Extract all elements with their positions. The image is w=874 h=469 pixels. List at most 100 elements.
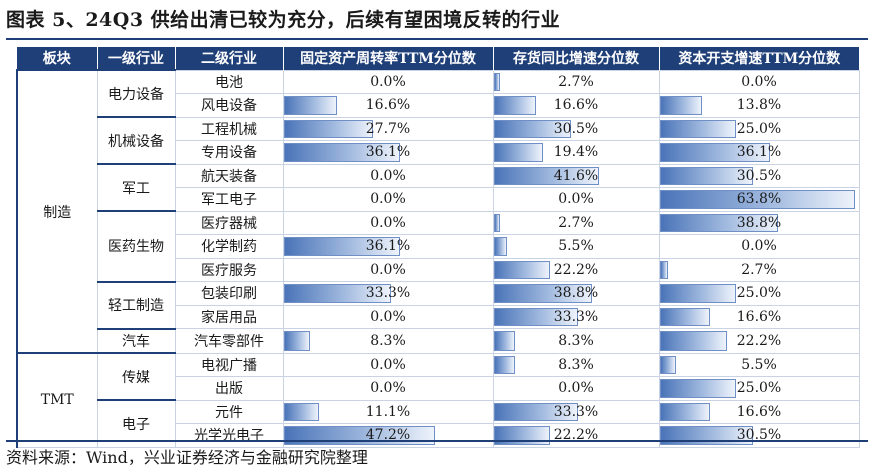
capex-growth-cell: 5.5% xyxy=(658,352,860,377)
asset-turnover-value: 0.0% xyxy=(370,380,406,397)
capex-growth-bar xyxy=(660,379,737,398)
industry-l2-cell: 医疗服务 xyxy=(174,257,284,282)
asset-turnover-cell: 11.1% xyxy=(282,399,494,424)
asset-turnover-bar xyxy=(284,96,337,115)
inventory-growth-bar xyxy=(494,307,579,326)
asset-turnover-value: 8.3% xyxy=(370,332,406,349)
capex-growth-bar xyxy=(660,307,711,326)
asset-turnover-cell: 0.0% xyxy=(282,163,494,188)
asset-turnover-value: 0.0% xyxy=(370,261,406,278)
capex-growth-value: 63.8% xyxy=(736,191,782,208)
inventory-growth-cell: 0.0% xyxy=(492,376,660,401)
table-row: 医疗服务 0.0% 22.2% 2.7% xyxy=(17,257,860,282)
capex-growth-bar xyxy=(660,166,753,185)
asset-turnover-value: 16.6% xyxy=(365,97,411,114)
capex-growth-bar xyxy=(660,260,668,279)
asset-turnover-cell: 8.3% xyxy=(282,328,494,354)
industry-l2-cell: 电池 xyxy=(174,69,284,94)
industry-l2-cell: 光学光电子 xyxy=(174,423,284,448)
inventory-growth-bar xyxy=(494,143,543,162)
capex-growth-value: 16.6% xyxy=(736,403,782,420)
inventory-growth-value: 16.6% xyxy=(553,97,599,114)
col-header-capex-growth: 资本开支增速TTM分位数 xyxy=(658,47,859,70)
data-table: 板块 一级行业 二级行业 固定资产周转率TTM分位数 存货同比增速分位数 资本开… xyxy=(16,47,860,448)
asset-turnover-bar xyxy=(284,331,311,351)
asset-turnover-value: 0.0% xyxy=(370,73,406,90)
asset-turnover-value: 36.1% xyxy=(365,144,411,161)
asset-turnover-cell: 0.0% xyxy=(282,210,494,235)
asset-turnover-bar xyxy=(284,284,391,303)
table-row: TMT 传媒 电视广播 0.0% 8.3% 5.5% xyxy=(16,352,860,448)
industry-l2-cell: 化学制药 xyxy=(174,234,284,259)
capex-growth-cell: 38.8% xyxy=(658,210,860,235)
industry-l2-cell: 包装印刷 xyxy=(174,281,284,306)
capex-growth-cell: 25.0% xyxy=(658,376,860,401)
capex-growth-value: 0.0% xyxy=(741,73,777,90)
capex-growth-bar xyxy=(660,284,737,303)
industry-l2-cell: 专用设备 xyxy=(174,140,284,165)
capex-growth-value: 16.6% xyxy=(736,308,782,325)
table-row: 化学制药 36.1% 5.5% 0.0% xyxy=(17,234,860,259)
capex-growth-cell: 25.0% xyxy=(658,281,860,306)
table-row: 风电设备 16.6% 16.6% 13.8% xyxy=(17,93,860,118)
capex-growth-value: 13.8% xyxy=(736,97,782,114)
asset-turnover-bar xyxy=(284,143,400,162)
inventory-growth-value: 38.8% xyxy=(553,285,599,302)
industry-l2-cell: 军工电子 xyxy=(174,187,284,212)
table-row: 机械设备 工程机械 27.7% 30.5% 25.0% xyxy=(17,116,860,165)
asset-turnover-value: 47.2% xyxy=(365,427,411,444)
capex-growth-cell: 30.5% xyxy=(658,423,860,448)
asset-turnover-cell: 0.0% xyxy=(282,352,494,377)
inventory-growth-bar xyxy=(494,237,508,256)
inventory-growth-value: 22.2% xyxy=(553,261,599,278)
table-row: 出版 0.0% 0.0% 25.0% xyxy=(17,376,860,401)
table-row: 光学光电子 47.2% 22.2% 30.5% xyxy=(17,423,860,448)
inventory-growth-bar xyxy=(494,119,571,138)
inventory-growth-cell: 0.0% xyxy=(492,187,660,212)
asset-turnover-value: 0.0% xyxy=(370,167,406,184)
inventory-growth-cell: 5.5% xyxy=(492,234,660,259)
inventory-growth-bar xyxy=(494,331,515,351)
col-header-industry-l2: 二级行业 xyxy=(174,47,283,70)
capex-growth-cell: 0.0% xyxy=(658,69,860,94)
asset-turnover-bar xyxy=(284,402,320,421)
asset-turnover-value: 27.7% xyxy=(365,120,411,137)
table-row: 医药生物 医疗器械 0.0% 2.7% 38.8% xyxy=(17,210,860,282)
inventory-growth-cell: 33.3% xyxy=(492,304,660,329)
asset-turnover-cell: 16.6% xyxy=(282,93,494,118)
industry-l1-cell: 轻工制造 xyxy=(96,280,176,329)
capex-growth-cell: 22.2% xyxy=(658,328,860,354)
industry-l2-cell: 出版 xyxy=(174,376,284,401)
capex-growth-bar xyxy=(660,331,728,351)
inventory-growth-cell: 30.5% xyxy=(492,116,660,141)
table-row: 汽车 汽车零部件 8.3% 8.3% 22.2% xyxy=(17,327,860,354)
capex-growth-bar xyxy=(660,426,753,445)
industry-l2-cell: 汽车零部件 xyxy=(174,328,284,354)
capex-growth-cell: 13.8% xyxy=(658,93,860,118)
inventory-growth-value: 22.2% xyxy=(553,427,599,444)
industry-l2-cell: 航天装备 xyxy=(174,163,284,188)
inventory-growth-value: 0.0% xyxy=(558,191,594,208)
header-row: 板块 一级行业 二级行业 固定资产周转率TTM分位数 存货同比增速分位数 资本开… xyxy=(17,47,859,70)
asset-turnover-cell: 27.7% xyxy=(282,116,494,141)
capex-growth-bar xyxy=(660,190,855,209)
inventory-growth-value: 8.3% xyxy=(558,332,594,349)
asset-turnover-cell: 36.1% xyxy=(282,140,494,165)
inventory-growth-cell: 16.6% xyxy=(492,93,660,118)
inventory-growth-cell: 41.6% xyxy=(492,163,660,188)
bottom-rule xyxy=(6,440,868,442)
sector-cell: 制造 xyxy=(16,69,98,354)
inventory-growth-value: 8.3% xyxy=(558,356,594,373)
industry-l1-cell: 医药生物 xyxy=(96,210,176,282)
table-row: 专用设备 36.1% 19.4% 36.1% xyxy=(17,140,860,165)
table-row: 电子 元件 11.1% 33.3% 16.6% xyxy=(17,399,860,448)
table-body: 制造 电力设备 电池 0.0% 2.7% 0.0% 风电设备 16.6% 16.6% 13.8% 机… xyxy=(16,69,860,448)
inventory-growth-cell: 2.7% xyxy=(492,210,660,235)
asset-turnover-bar xyxy=(284,119,373,138)
col-header-industry-l1: 一级行业 xyxy=(96,47,175,70)
inventory-growth-cell: 38.8% xyxy=(492,281,660,306)
asset-turnover-value: 0.0% xyxy=(370,308,406,325)
table-row: 轻工制造 包装印刷 33.3% 38.8% 25.0% xyxy=(17,280,860,329)
asset-turnover-cell: 47.2% xyxy=(282,423,494,448)
asset-turnover-value: 11.1% xyxy=(365,403,411,420)
